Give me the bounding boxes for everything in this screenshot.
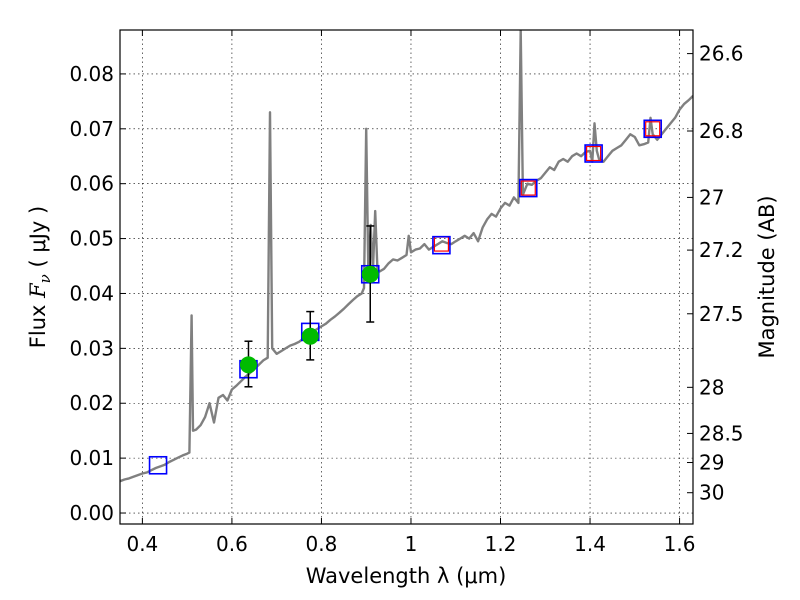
model-band-flux-box — [584, 144, 603, 163]
y2-tick-label: 26.6 — [699, 42, 744, 66]
x-tick-label: 1.4 — [574, 532, 606, 556]
right-axis-label: Magnitude (AB) — [755, 195, 779, 358]
y-tick-label: 0.03 — [69, 336, 114, 360]
observed-flux-box — [645, 121, 661, 137]
x-tick-label: 0.6 — [216, 532, 248, 556]
y-axis-label-subscript: ν — [36, 274, 54, 283]
observed-flux-box — [586, 145, 602, 162]
y-tick-label: 0.04 — [69, 281, 114, 305]
detection-point — [361, 265, 379, 283]
y-axis-label-symbol: F — [26, 282, 50, 299]
y2-tick-label: 27.5 — [699, 302, 744, 326]
y-tick-label: 0.02 — [69, 391, 114, 415]
model-band-flux-box — [148, 455, 168, 475]
y2-tick-label: 27.2 — [699, 238, 744, 262]
y2-tick-label: 26.8 — [699, 119, 744, 143]
sed-model-line — [120, 30, 693, 483]
x-tick-label: 1.2 — [485, 532, 517, 556]
grid-lines — [120, 30, 693, 524]
y-tick-label: 0.07 — [69, 117, 114, 141]
observed-flux-box — [520, 180, 536, 196]
plot-frame — [119, 29, 694, 525]
x-tick-label: 1.6 — [664, 532, 696, 556]
x-tick-label: 0.8 — [306, 532, 338, 556]
tick-marks — [120, 30, 693, 524]
y2-tick-label: 27 — [699, 185, 724, 209]
detection-point — [239, 356, 257, 374]
y2-tick-label: 28 — [699, 375, 724, 399]
y-tick-label: 0.06 — [69, 172, 114, 196]
y2-tick-label: 29 — [699, 451, 724, 475]
x-tick-label: 0.4 — [126, 532, 158, 556]
y-tick-label: 0.08 — [69, 62, 114, 86]
y-tick-label: 0.01 — [69, 446, 114, 470]
y-tick-label: 0.00 — [69, 501, 114, 525]
y2-tick-label: 30 — [699, 481, 724, 505]
x-tick-label: 1 — [405, 532, 418, 556]
model-band-flux-box — [518, 178, 538, 198]
plot-area — [120, 30, 693, 483]
y2-tick-label: 28.5 — [699, 421, 744, 445]
y-tick-label: 0.05 — [69, 227, 114, 251]
y-axis-label-prefix: Flux — [26, 298, 50, 348]
detection-point — [301, 327, 319, 345]
model-band-flux-box — [432, 235, 451, 255]
y-axis-label-units: ( μJy ) — [26, 206, 50, 274]
y-axis-label: Flux Fν ( μJy ) — [26, 206, 54, 348]
model-band-flux-box — [643, 119, 663, 139]
x-axis-label: Wavelength λ (μm) — [306, 564, 507, 588]
